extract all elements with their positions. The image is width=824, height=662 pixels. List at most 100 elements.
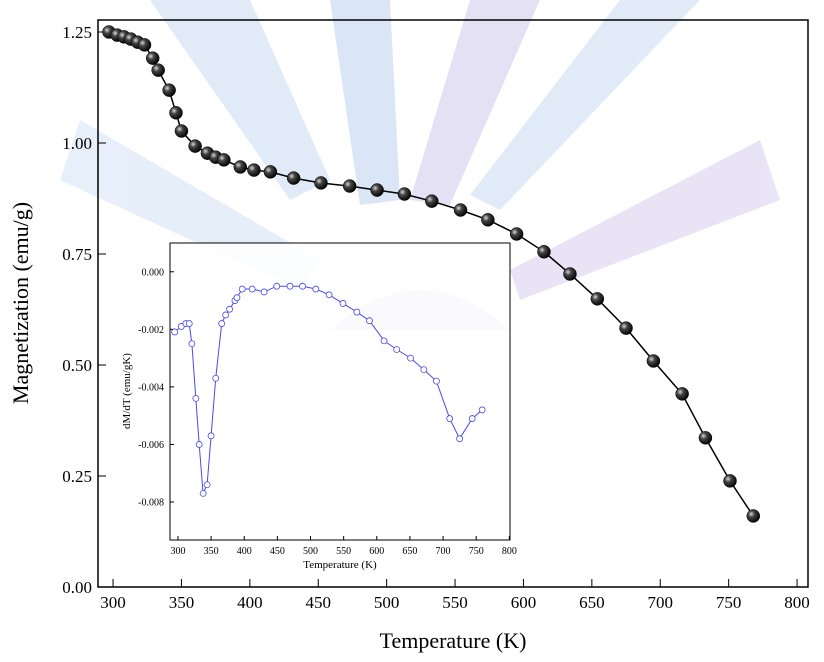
x-tick-label: 500 xyxy=(374,593,400,612)
data-point xyxy=(188,139,202,153)
data-point xyxy=(286,171,301,185)
data-point xyxy=(397,187,412,201)
inset-background xyxy=(170,243,510,540)
data-point xyxy=(273,282,281,290)
data-point xyxy=(590,292,605,306)
data-point xyxy=(478,406,486,414)
data-point xyxy=(174,124,189,138)
data-point xyxy=(509,227,524,241)
x-tick-label: 350 xyxy=(204,546,219,557)
data-point xyxy=(207,432,215,440)
data-point xyxy=(563,267,577,281)
data-point xyxy=(420,366,428,374)
data-point xyxy=(137,38,152,52)
data-point xyxy=(393,346,401,353)
data-point xyxy=(723,474,737,488)
y-tick-label: 0.75 xyxy=(62,245,92,264)
data-point xyxy=(195,441,203,448)
y-tick-label: 0.00 xyxy=(62,578,92,597)
data-point xyxy=(263,165,278,179)
data-point xyxy=(218,320,226,327)
data-point xyxy=(188,340,196,348)
x-tick-label: 700 xyxy=(648,593,674,612)
data-point xyxy=(286,282,294,290)
data-point xyxy=(325,291,333,299)
data-point xyxy=(675,387,689,401)
x-axis-label: Temperature (K) xyxy=(380,628,527,653)
x-tick-label: 550 xyxy=(336,546,351,557)
y-tick-label: -0.008 xyxy=(138,498,164,509)
data-point xyxy=(407,354,414,362)
data-point xyxy=(646,354,661,368)
data-point xyxy=(433,377,440,385)
x-tick-label: 300 xyxy=(100,593,126,612)
x-tick-label: 800 xyxy=(784,593,810,612)
x-tick-label: 650 xyxy=(579,593,605,612)
x-tick-label: 400 xyxy=(237,593,263,612)
x-tick-label: 350 xyxy=(169,593,195,612)
x-tick-label: 750 xyxy=(716,593,742,612)
y-tick-label: 1.00 xyxy=(62,134,92,153)
data-point xyxy=(169,106,183,120)
data-point xyxy=(312,285,320,293)
data-point xyxy=(247,163,261,177)
data-point xyxy=(339,300,347,307)
x-tick-label: 300 xyxy=(170,546,185,557)
x-tick-label: 400 xyxy=(237,546,252,557)
y-tick-label: 1.25 xyxy=(62,23,92,42)
x-tick-label: 800 xyxy=(502,546,517,557)
data-point xyxy=(314,176,328,190)
data-point xyxy=(446,415,454,422)
data-point xyxy=(698,431,713,445)
inset-x-axis-label: Temperature (K) xyxy=(303,559,377,571)
y-tick-label: 0.000 xyxy=(142,267,165,278)
data-point xyxy=(380,337,388,345)
y-tick-label: 0.25 xyxy=(62,467,92,486)
data-point xyxy=(456,435,464,443)
data-point xyxy=(353,308,361,316)
inset-y-axis-label: dM/dT (emu/gK) xyxy=(121,353,133,429)
data-point xyxy=(171,328,179,336)
data-point xyxy=(248,285,256,293)
data-point xyxy=(238,285,246,293)
data-point xyxy=(199,489,207,497)
data-point xyxy=(222,311,230,319)
data-point xyxy=(299,282,306,290)
x-tick-label: 550 xyxy=(442,593,468,612)
data-point xyxy=(151,63,165,77)
data-point xyxy=(185,320,193,327)
data-point xyxy=(212,374,220,382)
data-point xyxy=(192,395,200,402)
y-tick-label: 0.50 xyxy=(62,356,92,375)
data-point xyxy=(481,213,495,227)
x-tick-label: 450 xyxy=(306,593,332,612)
x-tick-label: 700 xyxy=(436,546,451,557)
data-point xyxy=(619,321,633,335)
x-tick-label: 600 xyxy=(511,593,537,612)
data-point xyxy=(203,481,211,489)
data-point xyxy=(370,183,384,197)
data-point xyxy=(233,294,241,302)
data-point xyxy=(233,160,248,174)
data-point xyxy=(226,305,234,313)
data-point xyxy=(425,194,439,208)
x-tick-label: 600 xyxy=(369,546,384,557)
data-point xyxy=(217,153,231,167)
data-point xyxy=(453,203,468,217)
y-tick-label: -0.002 xyxy=(138,325,164,336)
x-tick-label: 650 xyxy=(402,546,417,557)
data-point xyxy=(746,509,761,523)
y-tick-label: -0.006 xyxy=(138,440,164,451)
data-point xyxy=(366,317,373,325)
data-point xyxy=(468,415,476,422)
plot-frame xyxy=(97,19,809,588)
data-point xyxy=(162,83,176,97)
y-tick-label: -0.004 xyxy=(138,382,164,393)
data-point xyxy=(260,288,268,296)
data-point xyxy=(537,245,551,259)
x-tick-label: 450 xyxy=(270,546,285,557)
x-tick-label: 500 xyxy=(303,546,318,557)
x-tick-label: 750 xyxy=(469,546,484,557)
plot-frame xyxy=(169,242,511,541)
